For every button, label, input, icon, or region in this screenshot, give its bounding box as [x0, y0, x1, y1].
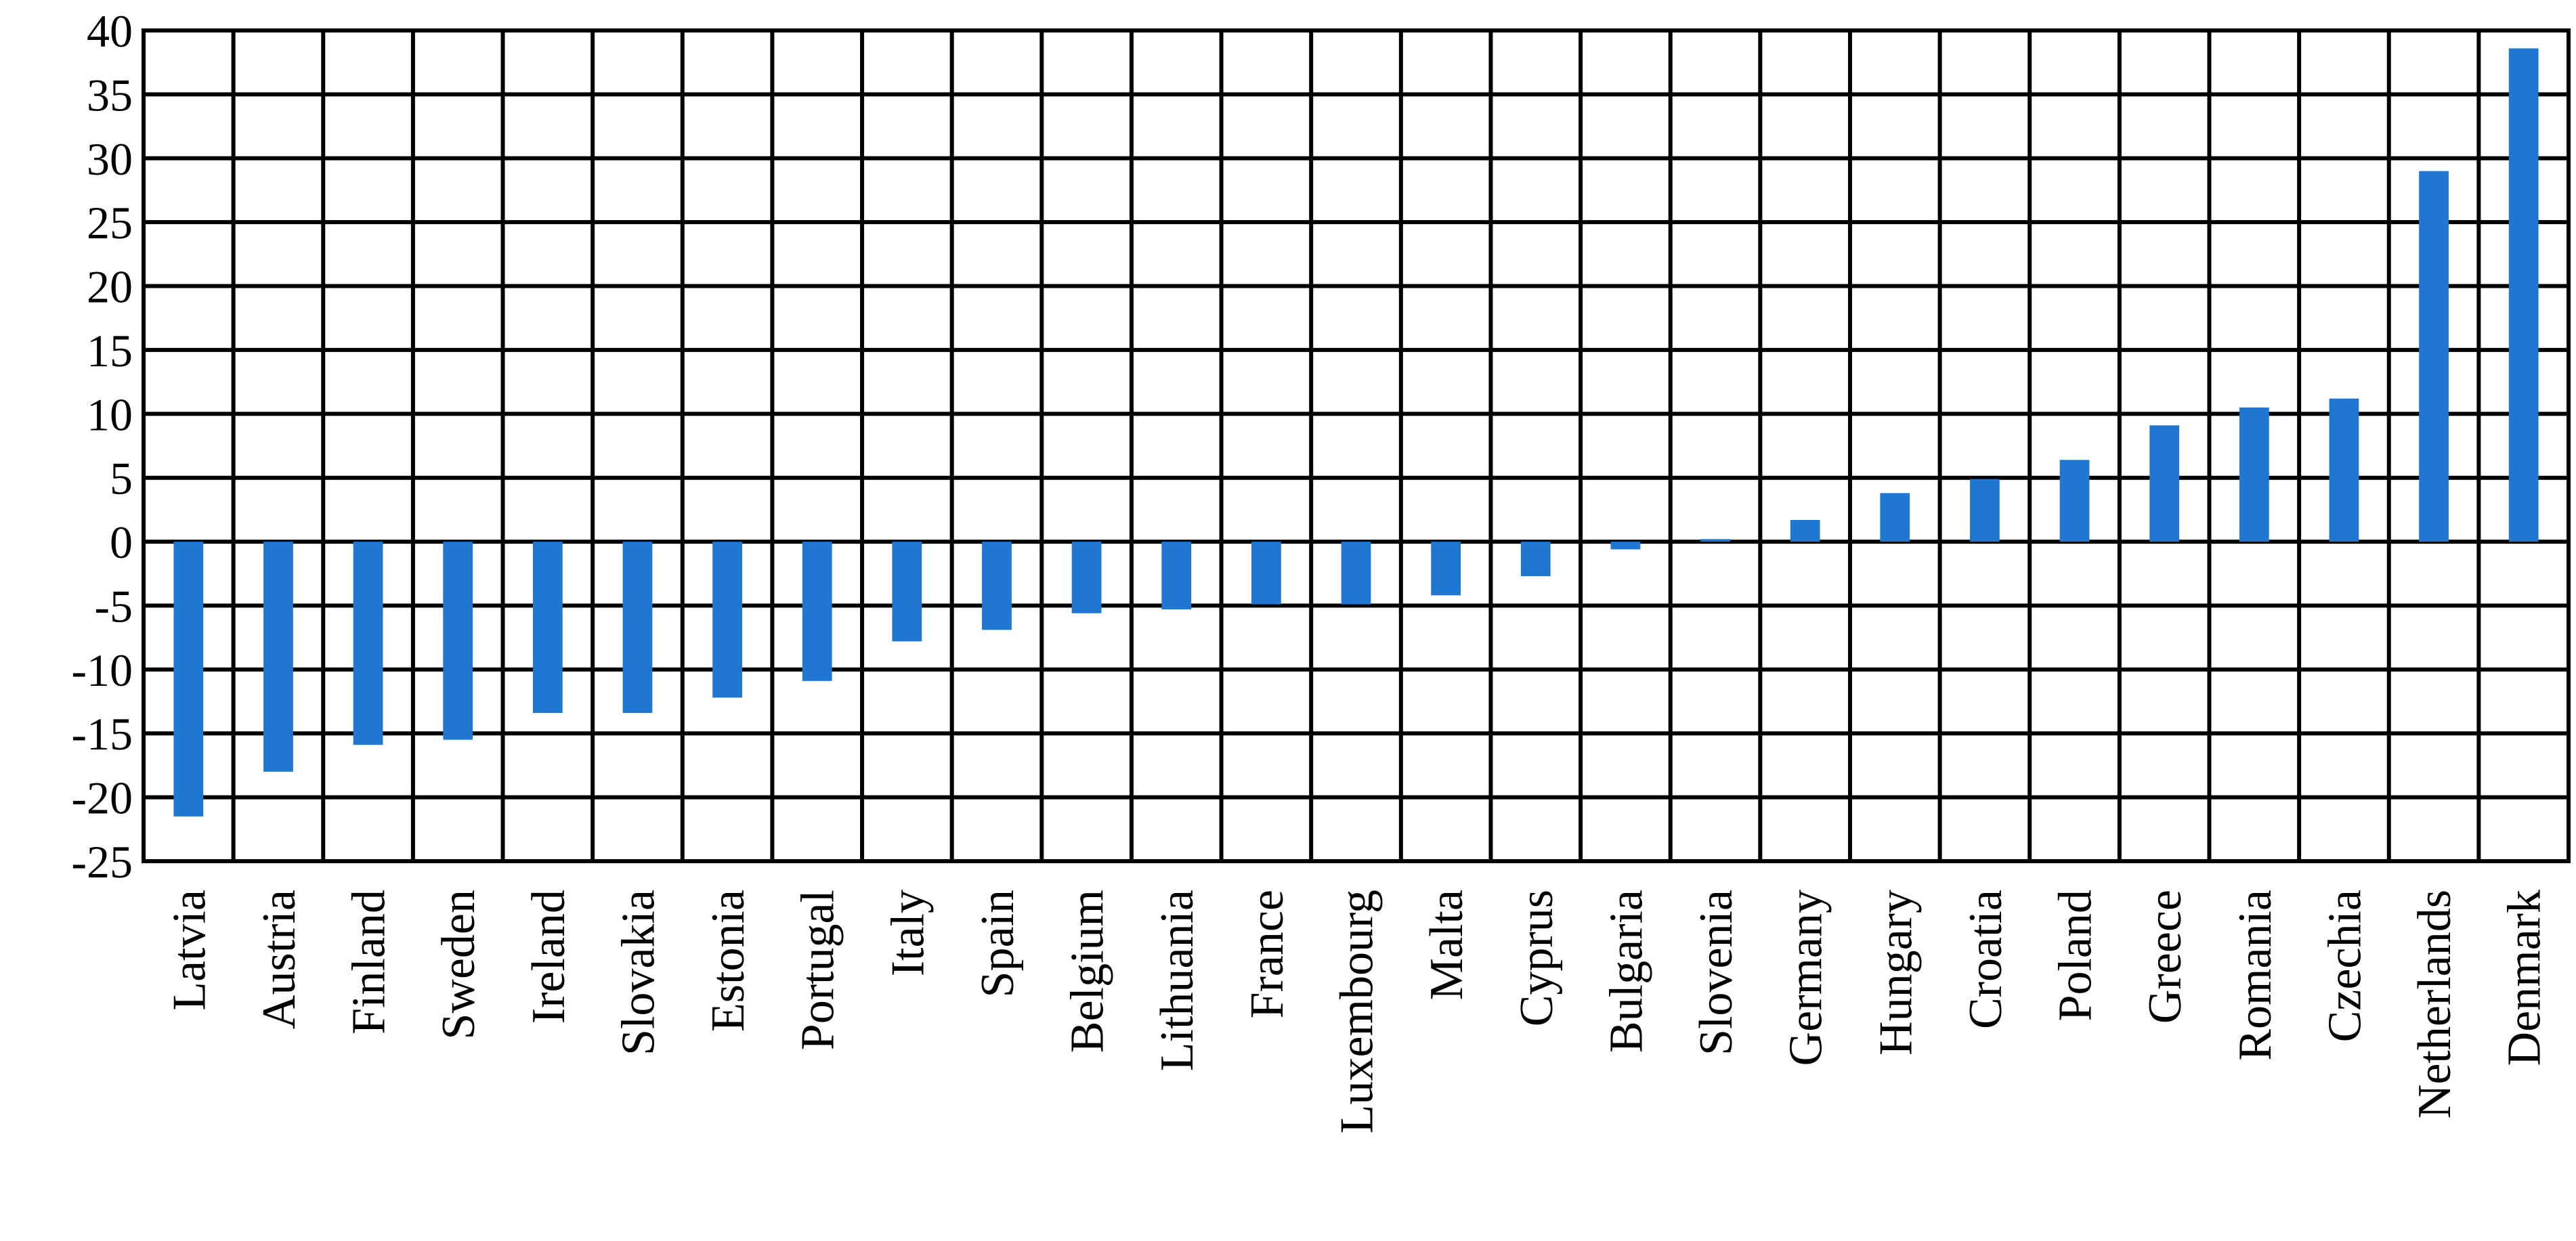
x-category-label: Czechia: [2319, 890, 2371, 1042]
bar-germany: [1790, 519, 1820, 542]
x-category-label: Croatia: [1960, 890, 2012, 1029]
bars: [173, 48, 2539, 817]
x-category-label: Finland: [343, 890, 395, 1035]
x-category-label: Estonia: [702, 890, 754, 1032]
y-tick-label: 20: [87, 261, 133, 313]
x-category-label: Spain: [972, 890, 1024, 997]
y-tick-label: -15: [71, 708, 133, 760]
bar-greece: [2149, 425, 2180, 542]
y-tick-label: 30: [87, 133, 133, 185]
y-tick-label: 0: [110, 517, 133, 568]
x-category-label: Bulgaria: [1600, 890, 1652, 1053]
bar-hungary: [1880, 493, 1910, 542]
bar-cyprus: [1520, 542, 1551, 577]
bar-latvia: [173, 542, 204, 817]
x-category-label: Slovenia: [1690, 890, 1742, 1055]
x-category-label: Portugal: [792, 890, 844, 1050]
y-tick-label: 25: [87, 197, 133, 248]
bar-italy: [892, 542, 922, 642]
bar-malta: [1431, 542, 1461, 596]
bar-czechia: [2329, 398, 2359, 542]
bar-slovakia: [622, 542, 653, 714]
x-axis-category-labels: Latvia Austria Finland Sweden Ireland Slovaki…: [163, 890, 2550, 1133]
bar-luxembourg: [1341, 542, 1371, 605]
bar-netherlands: [2419, 171, 2449, 542]
bar-belgium: [1071, 542, 1102, 613]
bar-ireland: [532, 542, 563, 714]
x-category-label: Hungary: [1870, 890, 1922, 1055]
y-tick-label: -5: [94, 580, 133, 632]
x-category-label: Romania: [2229, 890, 2281, 1061]
y-tick-label: -20: [71, 772, 133, 824]
plot-frame: [142, 28, 2571, 863]
bar-spain: [982, 542, 1012, 630]
x-category-label: Italy: [882, 890, 934, 976]
bar-poland: [2059, 460, 2090, 542]
x-category-label: Slovakia: [612, 890, 664, 1055]
x-category-label: Greece: [2139, 890, 2191, 1024]
x-category-label: Cyprus: [1511, 890, 1563, 1026]
y-tick-label: 15: [87, 325, 133, 376]
bar-slovenia: [1700, 539, 1730, 542]
grid: [144, 30, 2569, 861]
bar-portugal: [802, 542, 832, 681]
x-category-label: Luxembourg: [1331, 890, 1383, 1133]
bar-finland: [353, 542, 383, 745]
y-axis-tick-labels: 40 35 30 25 20 15 10 5 0 -5 -10 -15 -20 -25: [71, 5, 133, 888]
x-category-label: Belgium: [1062, 890, 1114, 1053]
y-tick-label: 40: [87, 5, 133, 57]
y-tick-label: 35: [87, 69, 133, 121]
x-category-label: Germany: [1780, 890, 1832, 1066]
bar-france: [1251, 542, 1281, 605]
bar-estonia: [712, 542, 742, 698]
x-category-label: Lithuania: [1151, 890, 1203, 1071]
bar-austria: [263, 542, 293, 772]
x-category-label: Latvia: [163, 890, 215, 1011]
bar-croatia: [1970, 479, 2000, 542]
y-tick-label: -10: [71, 645, 133, 696]
x-category-label: Sweden: [433, 890, 485, 1040]
x-category-label: France: [1241, 890, 1293, 1018]
y-tick-label: 10: [87, 389, 133, 440]
x-category-label: Malta: [1421, 890, 1473, 1000]
bar-sweden: [443, 542, 473, 740]
bar-romania: [2239, 407, 2269, 542]
bar-lithuania: [1161, 542, 1192, 610]
bar-denmark: [2508, 48, 2539, 542]
x-category-label: Denmark: [2499, 890, 2551, 1066]
x-category-label: Netherlands: [2409, 890, 2461, 1118]
y-tick-label: 5: [110, 453, 133, 504]
bar-bulgaria: [1610, 542, 1641, 550]
y-tick-label: -25: [71, 836, 133, 888]
x-category-label: Ireland: [523, 890, 575, 1024]
x-category-label: Austria: [253, 890, 305, 1029]
x-category-label: Poland: [2050, 890, 2102, 1021]
